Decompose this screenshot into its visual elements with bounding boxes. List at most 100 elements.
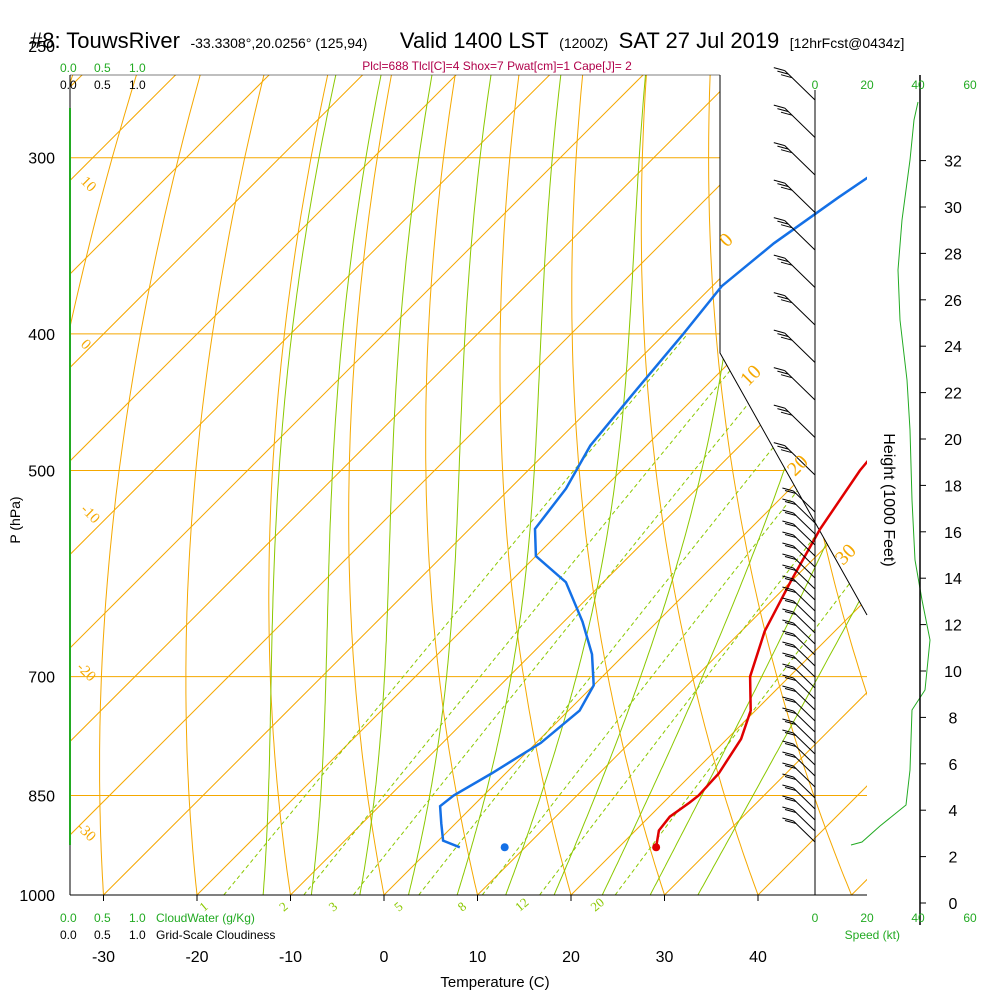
dry-adiabat-label: -10	[77, 502, 102, 527]
wind-barbs	[773, 67, 931, 846]
wind-barb-flag	[784, 732, 797, 736]
wind-barb-shaft	[784, 145, 816, 176]
wind-barb-shaft	[793, 677, 816, 700]
isotherm	[851, 878, 867, 895]
upper-right-mask	[719, 74, 868, 616]
moist-adiabat	[359, 75, 433, 895]
mixing-ratio-label: 8	[455, 899, 470, 915]
wind-barb-flag	[784, 710, 797, 714]
isotherm	[70, 75, 831, 836]
wind-barb-flag	[784, 776, 797, 780]
x-tick-label: 10	[469, 949, 487, 966]
mixing-ratio-line	[303, 333, 761, 895]
cloud-top-green-1: 0.5	[94, 61, 111, 75]
x-tick-label: -20	[185, 949, 208, 966]
isotherm	[383, 411, 867, 895]
wind-barb-shaft	[784, 257, 816, 288]
isotherm	[664, 691, 867, 895]
dry-adiabat-label: -30	[73, 820, 98, 845]
wind-barb-flag	[777, 333, 789, 338]
wind-barb-flag	[773, 142, 785, 147]
wind-barb-flag	[784, 600, 797, 604]
wind-barb-shaft	[793, 589, 816, 612]
wind-barb-shaft	[793, 501, 816, 524]
wind-barb-flag	[782, 806, 794, 811]
wind-barb-flag	[784, 677, 797, 681]
moist-adiabat	[505, 75, 646, 895]
dry-adiabat	[185, 75, 265, 895]
wind-barb-flag	[784, 798, 797, 802]
wind-barb-shaft	[793, 611, 816, 634]
wind-barb-shaft	[793, 743, 816, 766]
wind-barb-flag	[784, 743, 797, 747]
wind-barb-shaft	[793, 644, 816, 667]
wind-barb-flag	[784, 688, 797, 692]
x-tick-label: 30	[656, 949, 674, 966]
wind-barb-flag	[773, 329, 785, 334]
wind-barb-flag	[782, 608, 794, 613]
wind-barb-flag	[780, 74, 793, 79]
speed-bottom-2: 40	[911, 911, 925, 925]
y-tick-label: 700	[28, 670, 55, 687]
wind-barb-flag	[782, 663, 794, 668]
cloud-top-black-0: 0.0	[60, 78, 77, 92]
wind-barb-flag	[780, 186, 793, 191]
wind-barb-flag	[784, 809, 797, 813]
moist-adiabat	[407, 75, 492, 895]
wind-barb-flag	[773, 179, 785, 184]
wind-barb-flag	[782, 685, 794, 690]
wind-barb-shaft	[793, 776, 816, 799]
wind-speed-profile	[850, 101, 931, 846]
wind-barb-flag	[784, 556, 797, 560]
wind-barb-flag	[782, 575, 794, 580]
x-tick-label: 20	[562, 949, 580, 966]
y-tick-label: 250	[28, 39, 55, 56]
y-tick-label: 500	[28, 464, 55, 481]
wind-barb-flag	[782, 696, 794, 701]
dry-adiabat	[571, 75, 666, 895]
mixing-ratio-line	[418, 333, 865, 895]
speed-top-1: 20	[860, 78, 874, 92]
wind-barb-flag	[777, 145, 789, 150]
cloud-bottom-green-1: 0.5	[94, 911, 111, 925]
wind-barb-flag	[782, 531, 794, 536]
y-axis-title: P (hPa)	[7, 496, 23, 543]
cloud-bottom-black-0: 0.0	[60, 928, 77, 942]
cloud-bottom-green-0: 0.0	[60, 911, 77, 925]
height-tick-label: 10	[944, 664, 962, 681]
wind-barb-flag	[784, 820, 797, 824]
isotherm	[70, 75, 644, 649]
wind-barb-shaft	[793, 556, 816, 579]
x-tick-label: -10	[279, 949, 302, 966]
wind-barb-flag	[777, 108, 789, 113]
wind-barb-flag	[784, 490, 797, 494]
wind-barb-flag	[784, 589, 797, 593]
height-tick-label: 18	[944, 478, 962, 495]
wind-barb-shaft	[793, 787, 816, 810]
dry-adiabat	[99, 75, 201, 895]
mixing-ratio-label: 20	[587, 894, 607, 914]
wind-barb-shaft	[784, 70, 816, 101]
wind-barb-flag	[773, 367, 785, 372]
wind-barb-flag	[782, 619, 794, 624]
wind-barb-shaft	[793, 809, 816, 832]
wind-barb-flag	[784, 655, 797, 659]
diagonal-edge	[719, 75, 868, 616]
dry-adiabat	[499, 75, 572, 895]
wind-barb-flag	[784, 611, 797, 615]
wind-barb-shaft	[793, 754, 816, 777]
wind-barb-flag	[777, 408, 789, 413]
wind-barb-flag	[782, 586, 794, 591]
wind-barb-shaft	[793, 732, 816, 755]
wind-barb-flag	[784, 633, 797, 637]
height-tick-label: 4	[949, 803, 958, 820]
wind-barb-flag	[782, 707, 794, 712]
wind-barb-shaft	[784, 332, 816, 363]
wind-barb-flag	[780, 149, 793, 154]
wind-barb-shaft	[784, 220, 816, 251]
speed-top-0: 0	[812, 78, 819, 92]
wind-barb-flag	[777, 295, 789, 300]
moist-adiabat	[310, 75, 382, 895]
wind-barb-flag	[782, 597, 794, 602]
